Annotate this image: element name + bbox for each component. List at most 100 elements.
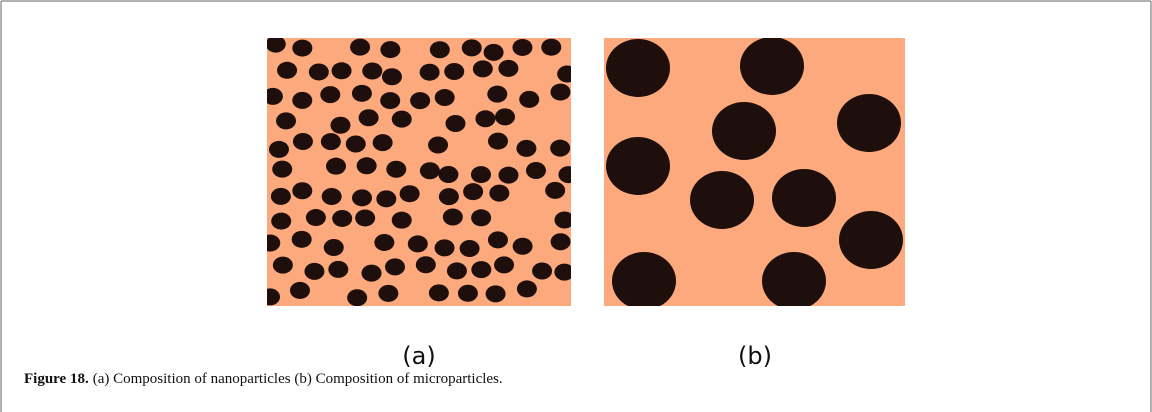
particle xyxy=(519,90,540,108)
particle xyxy=(378,284,399,302)
particle xyxy=(410,92,431,110)
particle xyxy=(558,166,571,184)
particle xyxy=(459,239,480,257)
particle xyxy=(267,38,286,53)
particle xyxy=(438,165,459,183)
particle xyxy=(442,208,463,226)
particle xyxy=(463,183,484,201)
particle xyxy=(380,41,401,59)
particle xyxy=(550,139,571,157)
particle xyxy=(495,108,516,126)
particle xyxy=(277,61,298,79)
particle xyxy=(532,262,553,280)
nanoparticles xyxy=(267,38,571,306)
particle xyxy=(386,160,407,178)
particle xyxy=(457,284,478,302)
particle xyxy=(554,211,571,229)
particle xyxy=(415,256,436,274)
particle xyxy=(332,209,353,227)
particle xyxy=(606,39,670,97)
particle xyxy=(487,231,508,249)
particle xyxy=(550,233,571,251)
particle xyxy=(445,114,466,132)
particle xyxy=(305,209,326,227)
particle xyxy=(308,63,329,81)
particle xyxy=(270,187,291,205)
particle xyxy=(516,280,537,298)
particle xyxy=(498,166,519,184)
particle xyxy=(361,264,382,282)
particle xyxy=(471,209,492,227)
particle xyxy=(320,133,341,151)
particle xyxy=(372,134,393,152)
particle xyxy=(550,83,571,101)
particle xyxy=(345,135,366,153)
particle xyxy=(323,239,344,257)
particle xyxy=(407,235,428,253)
particle xyxy=(494,256,515,274)
particle xyxy=(545,181,566,199)
panel-label: (a) xyxy=(402,342,435,370)
particle xyxy=(444,63,465,81)
particle xyxy=(419,63,440,81)
particle xyxy=(498,59,519,77)
particle xyxy=(358,109,379,127)
particle xyxy=(267,234,281,252)
panel-label: (b) xyxy=(738,342,772,370)
particle xyxy=(352,189,373,207)
particle xyxy=(320,86,341,104)
particle xyxy=(516,139,537,157)
particle xyxy=(399,185,420,203)
panel-b xyxy=(604,38,905,306)
particle xyxy=(347,289,368,306)
particle xyxy=(712,102,776,160)
particle xyxy=(272,160,293,178)
particle xyxy=(374,233,395,251)
particle xyxy=(350,38,371,56)
particle xyxy=(557,65,571,83)
particle xyxy=(429,41,450,59)
particle xyxy=(428,284,449,302)
particle xyxy=(292,39,313,57)
particle xyxy=(541,38,562,56)
particle xyxy=(351,84,372,102)
particle xyxy=(471,261,492,279)
particle xyxy=(487,132,508,150)
particle xyxy=(762,252,826,306)
particle xyxy=(292,182,313,200)
particle xyxy=(839,211,903,269)
particle xyxy=(321,188,342,206)
particle xyxy=(690,171,754,229)
particle xyxy=(391,110,412,128)
particle xyxy=(276,112,297,130)
particle xyxy=(268,140,289,158)
particle xyxy=(472,60,493,78)
particle xyxy=(292,91,313,109)
microparticles xyxy=(606,38,903,306)
particle xyxy=(291,230,312,248)
particle xyxy=(325,157,346,175)
particle xyxy=(380,92,401,110)
particle xyxy=(606,137,670,195)
particle xyxy=(267,87,283,105)
particle xyxy=(292,133,313,151)
particle xyxy=(434,89,455,107)
particle xyxy=(385,258,406,276)
particle xyxy=(772,169,836,227)
particle xyxy=(475,110,496,128)
particle xyxy=(428,136,449,154)
particle xyxy=(487,85,508,103)
particle xyxy=(331,62,352,80)
particle xyxy=(483,43,504,61)
particle xyxy=(376,190,397,208)
particle xyxy=(356,157,377,175)
particle xyxy=(362,62,383,80)
particle xyxy=(554,263,571,281)
particle xyxy=(304,262,325,280)
particle xyxy=(289,281,310,299)
caption: Figure 18. (a) Composition of nanoparticl… xyxy=(24,371,503,387)
particle xyxy=(355,209,376,227)
